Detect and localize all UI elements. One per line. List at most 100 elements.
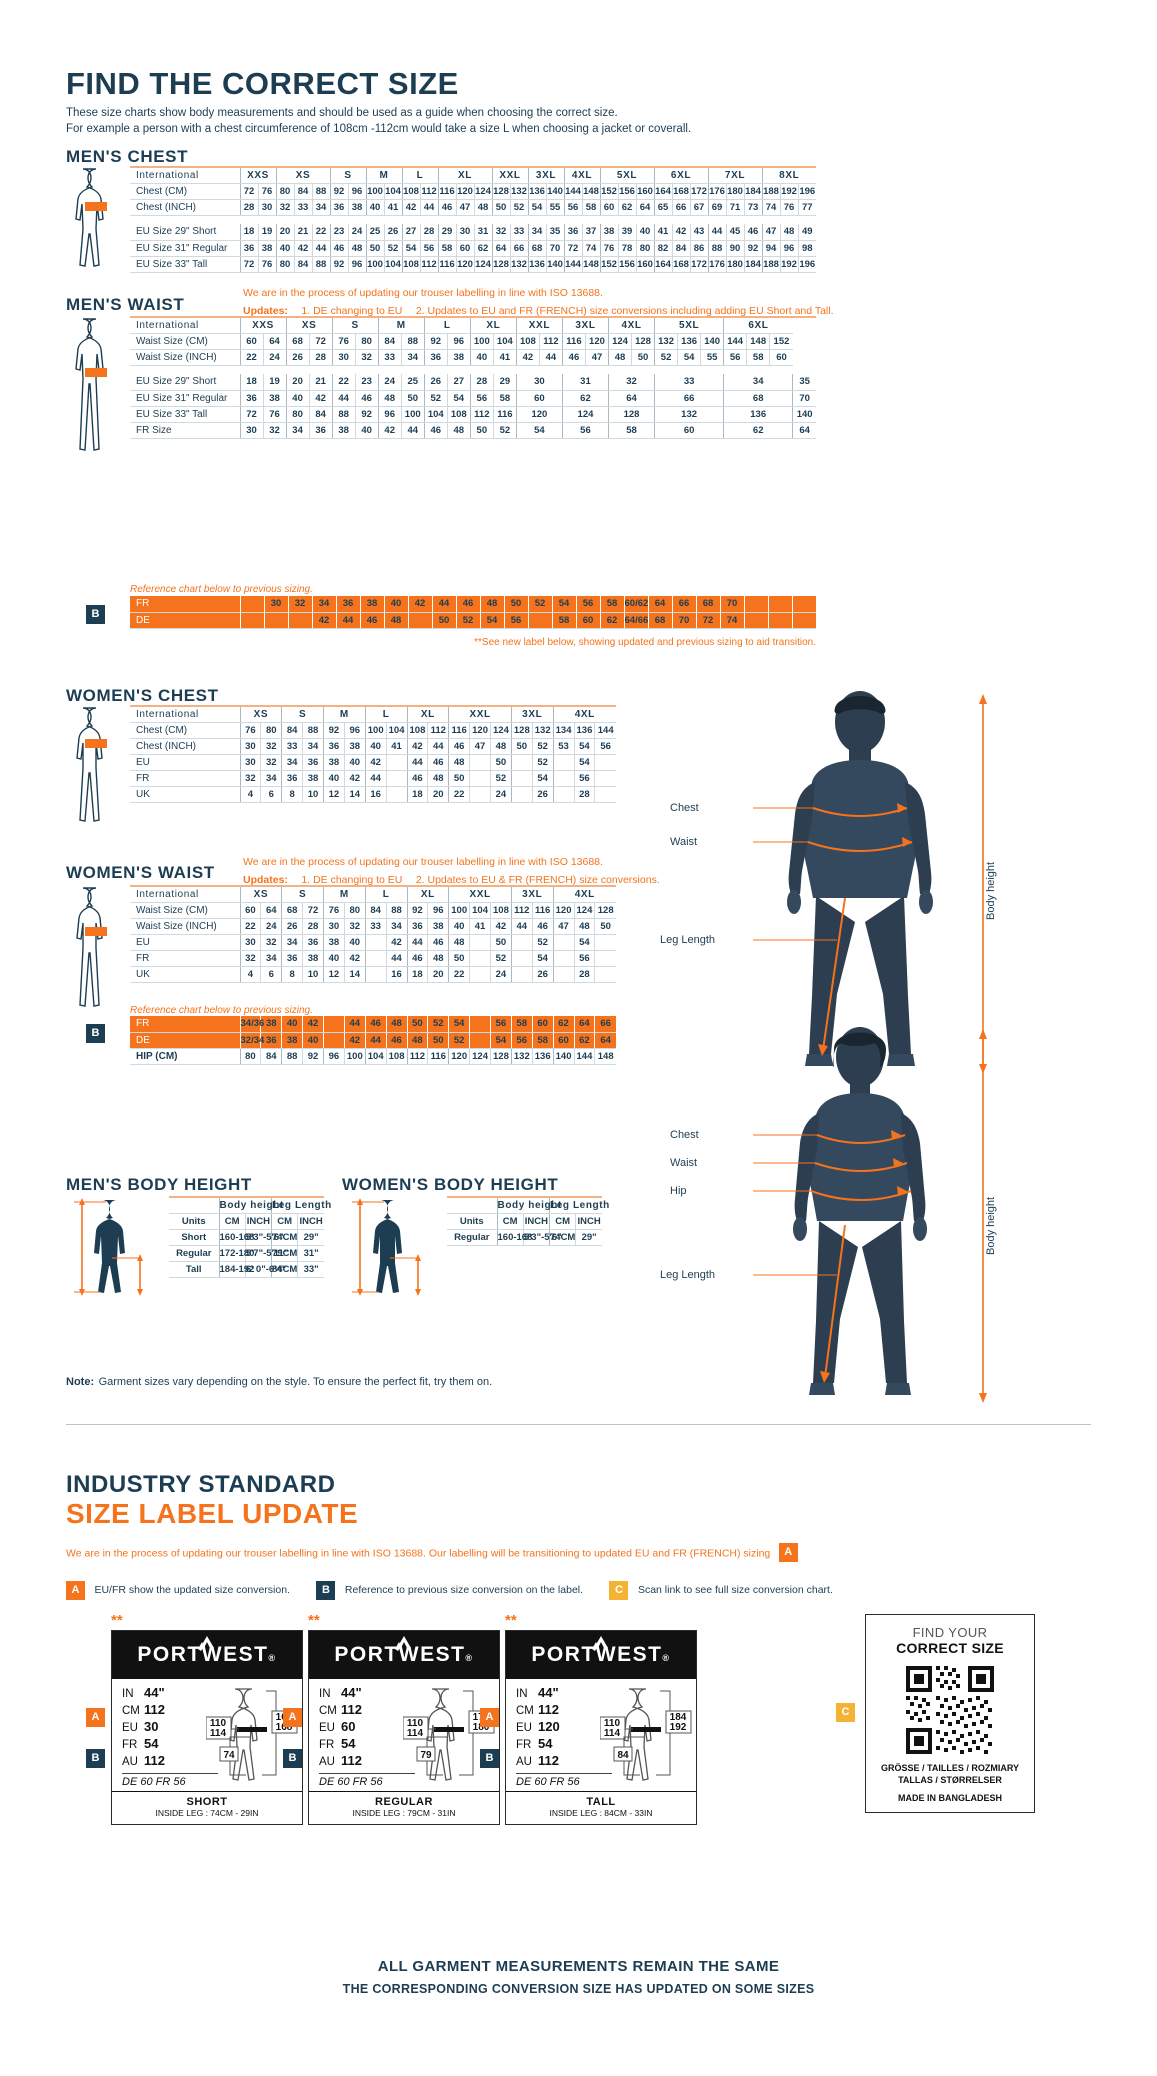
- cell: 21: [293, 224, 312, 241]
- cell: 168: [671, 256, 690, 273]
- size-header-S: S: [281, 705, 324, 723]
- cell: 40: [285, 390, 310, 407]
- fit-name: Short: [169, 1229, 219, 1246]
- size-label-card-tall[interactable]: PORTWEST® IN 44" CM 112 EU 120 FR 54 AU 112 DE 60 F…: [505, 1630, 697, 1825]
- cell: [767, 612, 792, 629]
- cell: [323, 1032, 345, 1049]
- cell: 6: [260, 966, 282, 983]
- table-mens-chest: International XXS XS S M L XL XXL 3XL 4XL 5XL 6XL 7X…: [130, 166, 816, 273]
- cell: 38: [323, 934, 345, 951]
- cell: [385, 770, 407, 787]
- cell: 78: [617, 240, 636, 257]
- qr-card[interactable]: FIND YOUR CORRECT SIZE: [865, 1614, 1035, 1814]
- cell: 56: [575, 596, 600, 613]
- cell: 84CM: [270, 1261, 298, 1278]
- page-title: FIND THE CORRECT SIZE: [66, 66, 459, 101]
- table-header-group-row: Body height Leg Length: [447, 1196, 609, 1214]
- qr-code-icon[interactable]: [904, 1664, 996, 1756]
- size-label-card-regular[interactable]: PORTWEST® IN 44" CM 112 EU 60 FR 54 AU 112 DE 60 FR…: [308, 1630, 500, 1825]
- cell: 38: [331, 422, 356, 439]
- cell: 34: [527, 224, 546, 241]
- cell: 66: [671, 199, 690, 216]
- cell: 160-168: [218, 1229, 254, 1246]
- cell: 44: [364, 1032, 387, 1049]
- cell: 48: [479, 596, 504, 613]
- cell: 134: [552, 722, 574, 739]
- cell: 48: [490, 738, 512, 755]
- cell: 116: [492, 406, 517, 423]
- cell: 34: [260, 770, 282, 787]
- svg-text:Body height: Body height: [985, 862, 997, 920]
- cell: 33: [377, 349, 402, 366]
- cell: 96: [779, 240, 798, 257]
- cell: 41: [653, 224, 672, 241]
- row-label: Chest (CM): [130, 722, 240, 739]
- cell: 54: [515, 422, 563, 439]
- cell: 16: [364, 786, 387, 803]
- card-brand-name-1: PORTWEST®: [334, 1643, 474, 1666]
- cell: [594, 934, 616, 951]
- cell: 124: [469, 1048, 491, 1065]
- garment-note: Note: Garment sizes vary depending on th…: [66, 1372, 492, 1390]
- cell: [552, 934, 574, 951]
- size-label-card-short[interactable]: PORTWEST® IN 44" CM 112 EU 30 FR 54 AU 112 DE 60 FR…: [111, 1630, 303, 1825]
- cell: 32: [343, 918, 366, 935]
- cell: 64: [594, 1032, 616, 1049]
- cell: 46: [354, 390, 379, 407]
- cell: 104: [383, 256, 402, 273]
- cell: 42: [515, 349, 540, 366]
- cell: [385, 786, 407, 803]
- cell: 52: [654, 349, 678, 366]
- portwest-logo-icon: [592, 1636, 608, 1651]
- cell: 100: [365, 183, 384, 200]
- cell: 112: [427, 722, 449, 739]
- cell: 42: [311, 612, 336, 629]
- cell: 46: [359, 612, 384, 629]
- cell: 48: [406, 1032, 428, 1049]
- size-header-4XL: 4XL: [607, 316, 655, 334]
- cell: 29": [297, 1229, 324, 1246]
- cell: 76: [257, 183, 276, 200]
- cell: 8: [281, 966, 303, 983]
- size-header-5XL: 5XL: [654, 316, 724, 334]
- legend-badge-a: A: [66, 1581, 85, 1600]
- cell: 80: [635, 240, 654, 257]
- cell: 30: [239, 934, 261, 951]
- cell: 5'3"-5'6": [522, 1229, 562, 1246]
- svg-text:Body height: Body height: [985, 1197, 997, 1255]
- cell: 46: [448, 738, 470, 755]
- cell: 140: [700, 333, 724, 350]
- cell: 92: [329, 183, 348, 200]
- cell: 77: [797, 199, 816, 216]
- cell: 44: [510, 918, 533, 935]
- cell: 48: [347, 240, 366, 257]
- card-body-0: IN 44" CM 112 EU 30 FR 54 AU 112 DE 60 FR 56 110 114…: [112, 1679, 302, 1791]
- cell: 38: [302, 950, 324, 967]
- cell: 34: [723, 374, 793, 391]
- cell: 108: [385, 1048, 407, 1065]
- cell: 112: [469, 406, 494, 423]
- size-header-M: M: [323, 705, 366, 723]
- svg-text:114: 114: [407, 1728, 424, 1739]
- cell: 80: [354, 333, 379, 350]
- cell: 74CM: [270, 1229, 298, 1246]
- cell: 38: [302, 770, 324, 787]
- cell: 10: [302, 786, 324, 803]
- cell: 42: [406, 738, 428, 755]
- table-header-row: Units CM INCH CM INCH: [447, 1213, 602, 1230]
- cell: 70: [545, 240, 564, 257]
- womens-waist-note-line1: We are in the process of updating our tr…: [243, 856, 603, 868]
- cell: 12: [323, 786, 345, 803]
- section-title-mens-chest: MEN'S CHEST: [66, 147, 189, 166]
- cell: 68: [527, 240, 546, 257]
- cell: 33: [654, 374, 724, 391]
- cell: 48: [383, 612, 408, 629]
- cell: 40: [343, 934, 366, 951]
- male-body-figure-waist: [66, 316, 126, 456]
- row-label: EU Size 33" Tall: [130, 406, 240, 423]
- row-label: DE: [130, 612, 240, 629]
- cell: 36: [281, 770, 303, 787]
- cell: 38: [262, 390, 287, 407]
- cell: 40: [281, 1016, 303, 1033]
- cell: 24: [260, 918, 282, 935]
